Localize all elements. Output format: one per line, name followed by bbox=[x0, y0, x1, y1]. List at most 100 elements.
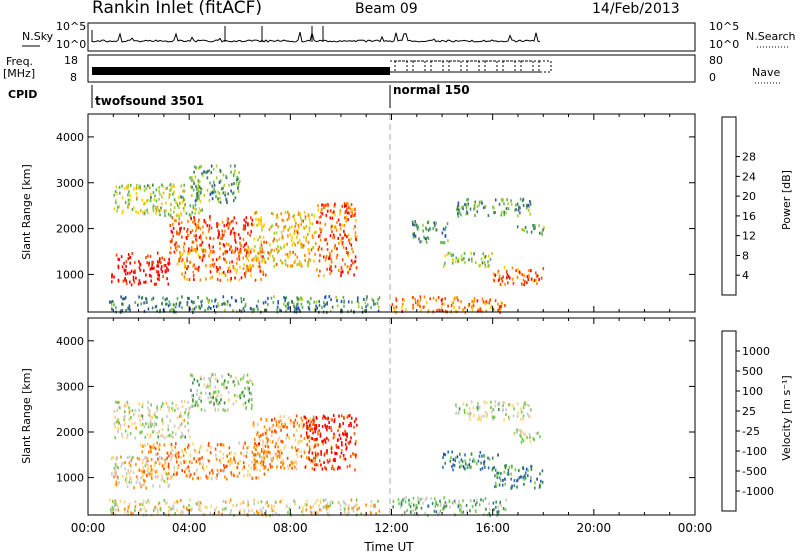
data-cell bbox=[345, 218, 348, 222]
data-cell bbox=[142, 499, 145, 503]
data-cell bbox=[135, 276, 137, 280]
data-cell bbox=[336, 299, 338, 303]
data-cell bbox=[498, 483, 501, 487]
data-cell bbox=[288, 216, 290, 220]
data-cell bbox=[410, 501, 413, 505]
data-cell bbox=[464, 467, 466, 471]
data-cell bbox=[162, 191, 165, 195]
data-cell bbox=[233, 250, 236, 254]
data-cell bbox=[486, 413, 489, 416]
data-cell bbox=[200, 303, 203, 307]
data-cell bbox=[142, 470, 144, 474]
data-cell bbox=[191, 220, 194, 224]
data-cell bbox=[348, 511, 350, 515]
data-cell bbox=[286, 425, 288, 429]
data-cell bbox=[270, 508, 273, 512]
power-ylabel: Slant Range [km] bbox=[20, 164, 33, 260]
data-cell bbox=[169, 251, 171, 255]
data-cell bbox=[446, 222, 449, 226]
data-cell bbox=[255, 444, 258, 447]
data-cell bbox=[519, 211, 521, 215]
data-cell bbox=[452, 463, 455, 467]
data-cell bbox=[521, 199, 524, 203]
data-cell bbox=[305, 225, 308, 228]
data-cell bbox=[230, 471, 232, 475]
data-cell bbox=[481, 466, 484, 470]
data-cell bbox=[141, 502, 144, 506]
data-cell bbox=[122, 209, 124, 213]
data-cell bbox=[310, 420, 313, 424]
data-cell bbox=[222, 186, 224, 190]
xtick-label: 00:00 bbox=[678, 521, 713, 535]
data-cell bbox=[236, 309, 238, 313]
data-cell bbox=[494, 468, 497, 472]
data-cell bbox=[267, 438, 269, 442]
data-cell bbox=[319, 508, 321, 512]
data-cell bbox=[299, 439, 302, 443]
data-cell bbox=[119, 423, 122, 427]
data-cell bbox=[246, 373, 249, 377]
data-cell bbox=[176, 452, 179, 456]
data-cell bbox=[273, 257, 275, 261]
data-cell bbox=[249, 248, 251, 252]
data-cell bbox=[123, 416, 125, 420]
data-cell bbox=[404, 510, 407, 514]
data-cell bbox=[417, 225, 420, 229]
data-cell bbox=[283, 295, 285, 299]
data-cell bbox=[280, 428, 282, 432]
data-cell bbox=[510, 199, 512, 203]
data-cell bbox=[439, 509, 442, 513]
data-cell bbox=[145, 273, 147, 277]
data-cell bbox=[228, 243, 230, 247]
data-cell bbox=[123, 187, 126, 191]
data-cell bbox=[508, 418, 511, 421]
data-cell bbox=[168, 483, 171, 487]
data-cell bbox=[342, 236, 344, 240]
data-cell bbox=[202, 225, 204, 229]
data-cell bbox=[468, 258, 470, 262]
data-cell bbox=[262, 447, 264, 451]
data-cell bbox=[197, 220, 200, 224]
data-cell bbox=[479, 451, 482, 454]
data-cell bbox=[158, 445, 160, 449]
data-cell bbox=[263, 431, 266, 435]
data-cell bbox=[535, 278, 537, 282]
data-cell bbox=[117, 429, 119, 433]
data-cell bbox=[253, 464, 255, 468]
data-cell bbox=[200, 237, 202, 241]
data-cell bbox=[217, 229, 219, 233]
data-cell bbox=[197, 500, 200, 504]
data-cell bbox=[198, 236, 201, 239]
data-cell bbox=[288, 416, 290, 420]
data-cell bbox=[236, 178, 239, 182]
data-cell bbox=[483, 256, 486, 260]
data-cell bbox=[127, 253, 130, 256]
data-cell bbox=[516, 428, 519, 432]
data-cell bbox=[287, 228, 289, 232]
data-cell bbox=[503, 470, 505, 474]
data-cell bbox=[302, 226, 305, 230]
data-cell bbox=[251, 477, 253, 480]
data-cell bbox=[286, 505, 288, 508]
data-cell bbox=[453, 306, 455, 309]
data-cell bbox=[330, 265, 332, 269]
data-cell bbox=[142, 301, 145, 305]
data-cell bbox=[133, 206, 135, 210]
data-cell bbox=[236, 394, 238, 398]
data-cell bbox=[240, 451, 242, 455]
data-cell bbox=[147, 254, 149, 258]
data-cell bbox=[213, 250, 215, 254]
data-cell bbox=[490, 306, 492, 309]
data-cell bbox=[480, 199, 483, 203]
data-cell bbox=[336, 253, 339, 257]
data-cell bbox=[365, 297, 368, 301]
data-cell bbox=[480, 461, 482, 465]
data-cell bbox=[190, 373, 192, 377]
data-cell bbox=[222, 499, 225, 503]
data-cell bbox=[213, 390, 216, 394]
data-cell bbox=[243, 297, 245, 301]
data-cell bbox=[268, 427, 271, 431]
data-cell bbox=[149, 419, 152, 423]
data-cell bbox=[296, 263, 298, 267]
data-cell bbox=[161, 464, 164, 468]
